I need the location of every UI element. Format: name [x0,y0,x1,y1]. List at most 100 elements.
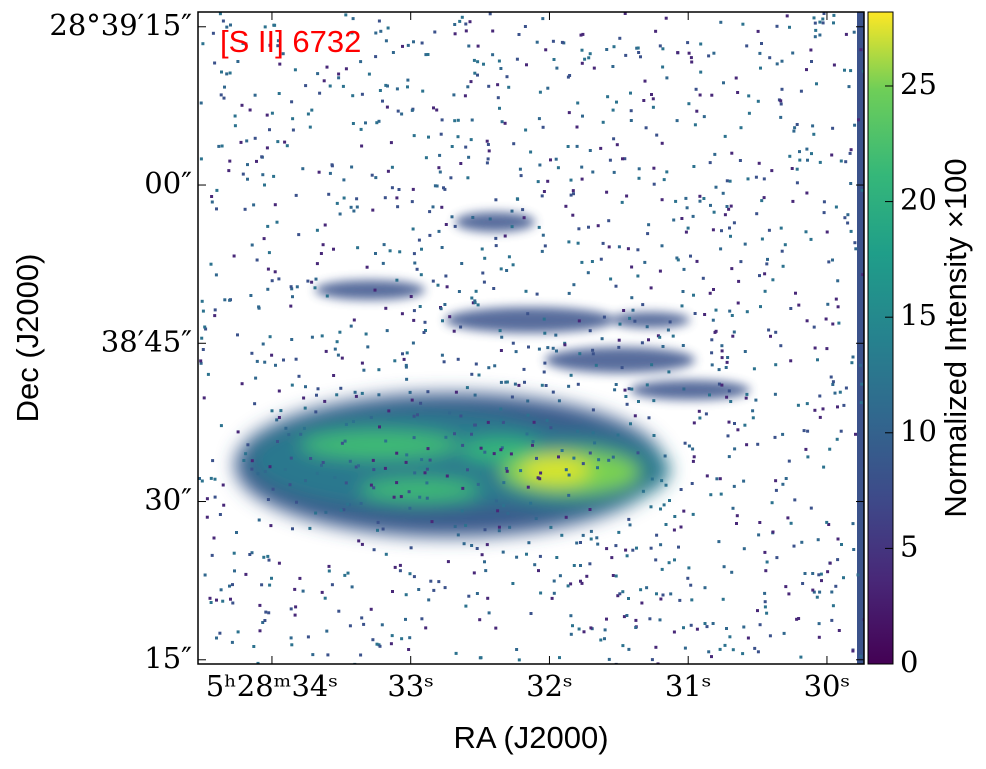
noise-pixel [327,564,331,568]
noise-pixel [636,248,640,252]
noise-pixel [690,482,694,485]
noise-pixel [381,527,385,531]
noise-pixel [389,642,393,646]
noise-pixel [667,370,671,374]
noise-pixel [788,154,792,158]
noise-pixel [308,526,312,530]
noise-pixel [268,583,272,587]
noise-pixel [725,205,729,208]
x-tick-label: 32ˢ [526,669,573,703]
noise-pixel [378,644,382,648]
noise-pixel [284,426,288,430]
noise-pixel [611,455,615,459]
noise-pixel [375,642,379,646]
noise-pixel [222,503,226,507]
noise-pixel [265,113,269,117]
noise-pixel [257,306,261,310]
noise-pixel [219,424,223,428]
noise-pixel [298,576,302,580]
noise-pixel [426,390,430,394]
noise-pixel [502,504,506,507]
noise-pixel [721,191,725,195]
noise-pixel [623,157,627,161]
noise-pixel [779,226,783,230]
noise-pixel [743,350,747,353]
noise-pixel [747,111,751,115]
noise-pixel [729,204,733,208]
noise-pixel [213,308,217,312]
noise-pixel [306,112,310,116]
noise-pixel [424,626,428,630]
noise-pixel [276,440,279,443]
noise-pixel [333,476,337,479]
noise-pixel [728,635,732,639]
noise-pixel [517,33,521,36]
noise-pixel [603,637,606,641]
noise-pixel [476,60,480,64]
noise-pixel [270,111,274,115]
noise-pixel [263,360,267,364]
noise-pixel [232,551,236,555]
noise-pixel [774,479,778,483]
noise-pixel [464,604,468,608]
noise-pixel [566,145,570,148]
noise-pixel [338,330,342,334]
noise-pixel [849,182,853,185]
noise-pixel [576,429,580,433]
noise-pixel [426,447,430,451]
noise-pixel [539,591,543,595]
noise-pixel [413,261,417,265]
noise-pixel [658,618,662,622]
noise-pixel [627,647,631,651]
noise-pixel [411,227,415,231]
noise-pixel [304,385,307,389]
noise-pixel [579,564,582,567]
noise-pixel [443,303,447,306]
noise-pixel [689,583,693,587]
noise-pixel [444,223,448,226]
noise-pixel [285,144,289,148]
noise-pixel [521,208,525,212]
noise-pixel [386,169,390,173]
noise-pixel [398,250,402,254]
noise-pixel [242,459,246,462]
noise-pixel [652,434,656,437]
noise-pixel [654,558,658,562]
noise-pixel [709,493,713,497]
noise-pixel [359,60,363,64]
noise-pixel [437,229,441,233]
noise-pixel [566,584,570,588]
noise-pixel [813,408,817,412]
noise-pixel [728,179,732,183]
noise-pixel [289,636,293,640]
noise-pixel [389,141,393,145]
noise-pixel [487,366,491,370]
noise-pixel [404,593,408,597]
noise-pixel [637,400,640,403]
noise-pixel [618,592,622,596]
noise-pixel [669,592,673,596]
noise-pixel [270,279,274,283]
noise-pixel [726,356,730,359]
noise-pixel [775,24,779,28]
noise-pixel [326,653,330,657]
noise-pixel [634,626,638,629]
noise-pixel [736,91,740,94]
noise-pixel [385,105,389,109]
noise-pixel [695,109,699,113]
noise-pixel [426,53,430,56]
noise-pixel [579,579,582,583]
noise-pixel [781,432,785,436]
noise-pixel [704,412,708,416]
noise-pixel [228,159,232,163]
noise-pixel [291,117,295,121]
noise-pixel [707,54,711,58]
y-tick-label: 38′45″ [101,324,192,358]
noise-pixel [468,20,472,24]
noise-pixel [316,387,320,391]
noise-pixel [718,647,722,651]
noise-pixel [335,201,339,205]
noise-pixel [308,125,312,129]
noise-pixel [342,196,346,200]
noise-pixel [567,291,571,295]
